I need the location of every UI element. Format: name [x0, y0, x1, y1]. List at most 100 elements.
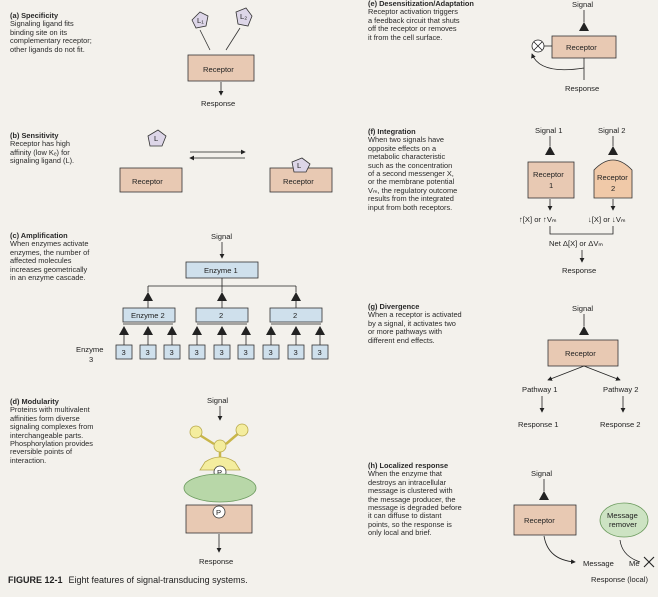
enzyme3-label: 3 [244, 348, 248, 357]
enzyme3-label: 3 [170, 348, 174, 357]
panel-e-body: Receptor activation triggers a feedback … [368, 7, 460, 42]
receptor-b-free [119, 167, 183, 193]
degraded-message-label: Me [629, 559, 640, 568]
receptor-2 [593, 159, 633, 199]
enzyme2-box [122, 307, 176, 323]
net-output-label: Net Δ[X] or ΔVₘ [549, 239, 603, 248]
message-arrow [543, 535, 576, 565]
panel-b-text: (b) Sensitivity Receptor has high affini… [10, 131, 120, 166]
enzyme1-label: Enzyme 1 [204, 266, 238, 275]
activation-triangle [291, 326, 301, 335]
activation-triangle [266, 326, 276, 335]
receptor-h-label: Receptor [524, 516, 555, 525]
message-remover-label: Message [607, 511, 638, 520]
panel-h-heading: (h) Localized response [368, 461, 449, 470]
phospho-p-circle [212, 505, 226, 519]
enzyme3-number: 3 [89, 355, 93, 364]
panel-d-text: (d) Modularity Proteins with multivalent… [10, 397, 130, 465]
panel-f-body: When two signals have opposite effects o… [368, 135, 458, 212]
response-e-label: Response [565, 84, 599, 93]
panel-e-text: (e) Desensitization/Adaptation Receptor … [368, 0, 518, 42]
ligand-bound-label: L [297, 161, 301, 170]
enzyme3-label: Enzyme [76, 345, 103, 354]
panel-a-heading: (a) Specificity [10, 11, 59, 20]
enzyme2-box [195, 307, 249, 323]
receptor1-output: ↑[X] or ↑Vₘ [519, 215, 557, 224]
activation-triangle [192, 326, 202, 335]
panel-d-heading: (d) Modularity [10, 397, 59, 406]
phospho-p-label: P [216, 508, 221, 517]
receptor2-output: ↓[X] or ↓Vₘ [588, 215, 626, 224]
receptor-1 [527, 161, 575, 199]
activation-triangle [217, 326, 227, 335]
enzyme2-box [269, 307, 323, 323]
enzyme2-label: 2 [219, 311, 223, 320]
integration-bracket [549, 226, 614, 235]
enzyme3-label: 3 [146, 348, 150, 357]
ligand-bound-shape [291, 157, 311, 173]
response-d-label: Response [199, 557, 233, 566]
activation-triangle [315, 326, 325, 335]
ligand-l-shape [147, 129, 167, 147]
enzyme3-label: 3 [122, 348, 126, 357]
activation-triangle [608, 146, 618, 155]
figure-number: FIGURE 12-1 [8, 575, 63, 585]
enzyme3-label: 3 [195, 348, 199, 357]
response-f-label: Response [562, 266, 596, 275]
figure-caption: FIGURE 12-1 Eight features of signal-tran… [8, 575, 248, 585]
scaffold-ball [235, 423, 249, 437]
enzyme3-label: 3 [294, 348, 298, 357]
scaffold-ball [213, 439, 227, 453]
enzyme3-label: 3 [318, 348, 322, 357]
receptor-a [187, 54, 255, 82]
ligand-l2-label: L₂ [240, 12, 247, 21]
feedback-loop [532, 54, 585, 80]
activation-triangle [579, 22, 589, 31]
panel-g-text: (g) Divergence When a receptor is activa… [368, 302, 508, 345]
receptor-g [547, 339, 619, 367]
degraded-x-icon [643, 556, 655, 568]
ligand-l-label: L [154, 134, 158, 143]
activation-triangle [143, 292, 153, 301]
panel-e-heading: (e) Desensitization/Adaptation [368, 0, 474, 8]
remover-arrow [619, 539, 641, 563]
panel-f-heading: (f) Integration [368, 127, 416, 136]
panel-a-body: Signaling ligand fits binding site on it… [10, 19, 92, 54]
activation-triangle [217, 292, 227, 301]
signal1-label: Signal 1 [535, 126, 562, 135]
response2-label: Response 2 [600, 420, 641, 429]
receptor2-label: Receptor [597, 173, 628, 182]
panel-d-body: Proteins with multivalent affinities for… [10, 405, 94, 465]
receptor-g-label: Receptor [565, 349, 596, 358]
panel-b-heading: (b) Sensitivity [10, 131, 59, 140]
message-label: Message [583, 559, 614, 568]
enzyme3-row: 3 3 3 3 3 3 3 3 3 [115, 326, 329, 360]
panel-h-text: (h) Localized response When the enzyme t… [368, 461, 493, 538]
enzyme2-label: 2 [293, 311, 297, 320]
signal-e-label: Signal [572, 0, 593, 9]
message-remover-label: remover [609, 520, 637, 529]
ligand-l1-shape [191, 11, 209, 29]
enzyme2-label: Enzyme 2 [131, 311, 165, 320]
panel-h-body: When the enzyme that destroys an intrace… [368, 469, 462, 538]
receptor2-number: 2 [611, 184, 615, 193]
signal-d-label: Signal [207, 396, 228, 405]
ligand-l1-label: L₁ [197, 16, 204, 25]
signal2-label: Signal 2 [598, 126, 625, 135]
panel-c-text: (c) Amplification When enzymes activate … [10, 231, 120, 283]
receptor-h [513, 504, 577, 536]
activation-triangle [579, 326, 589, 335]
panel-c-body: When enzymes activate enzymes, the numbe… [10, 239, 90, 283]
ligand-approach-lines [199, 27, 241, 51]
receptor1-label: Receptor [533, 170, 564, 179]
phospho-p-label: P [217, 468, 222, 477]
receptor-e-label: Receptor [566, 43, 597, 52]
adaptor-cup [199, 456, 241, 471]
enzyme3-label: 3 [269, 348, 273, 357]
panel-f-text: (f) Integration When two signals have op… [368, 127, 493, 212]
diverge-left [547, 365, 585, 381]
figure-caption-text: Eight features of signal-transducing sys… [68, 575, 248, 585]
signal-g-label: Signal [572, 304, 593, 313]
inhibition-x [533, 41, 543, 51]
